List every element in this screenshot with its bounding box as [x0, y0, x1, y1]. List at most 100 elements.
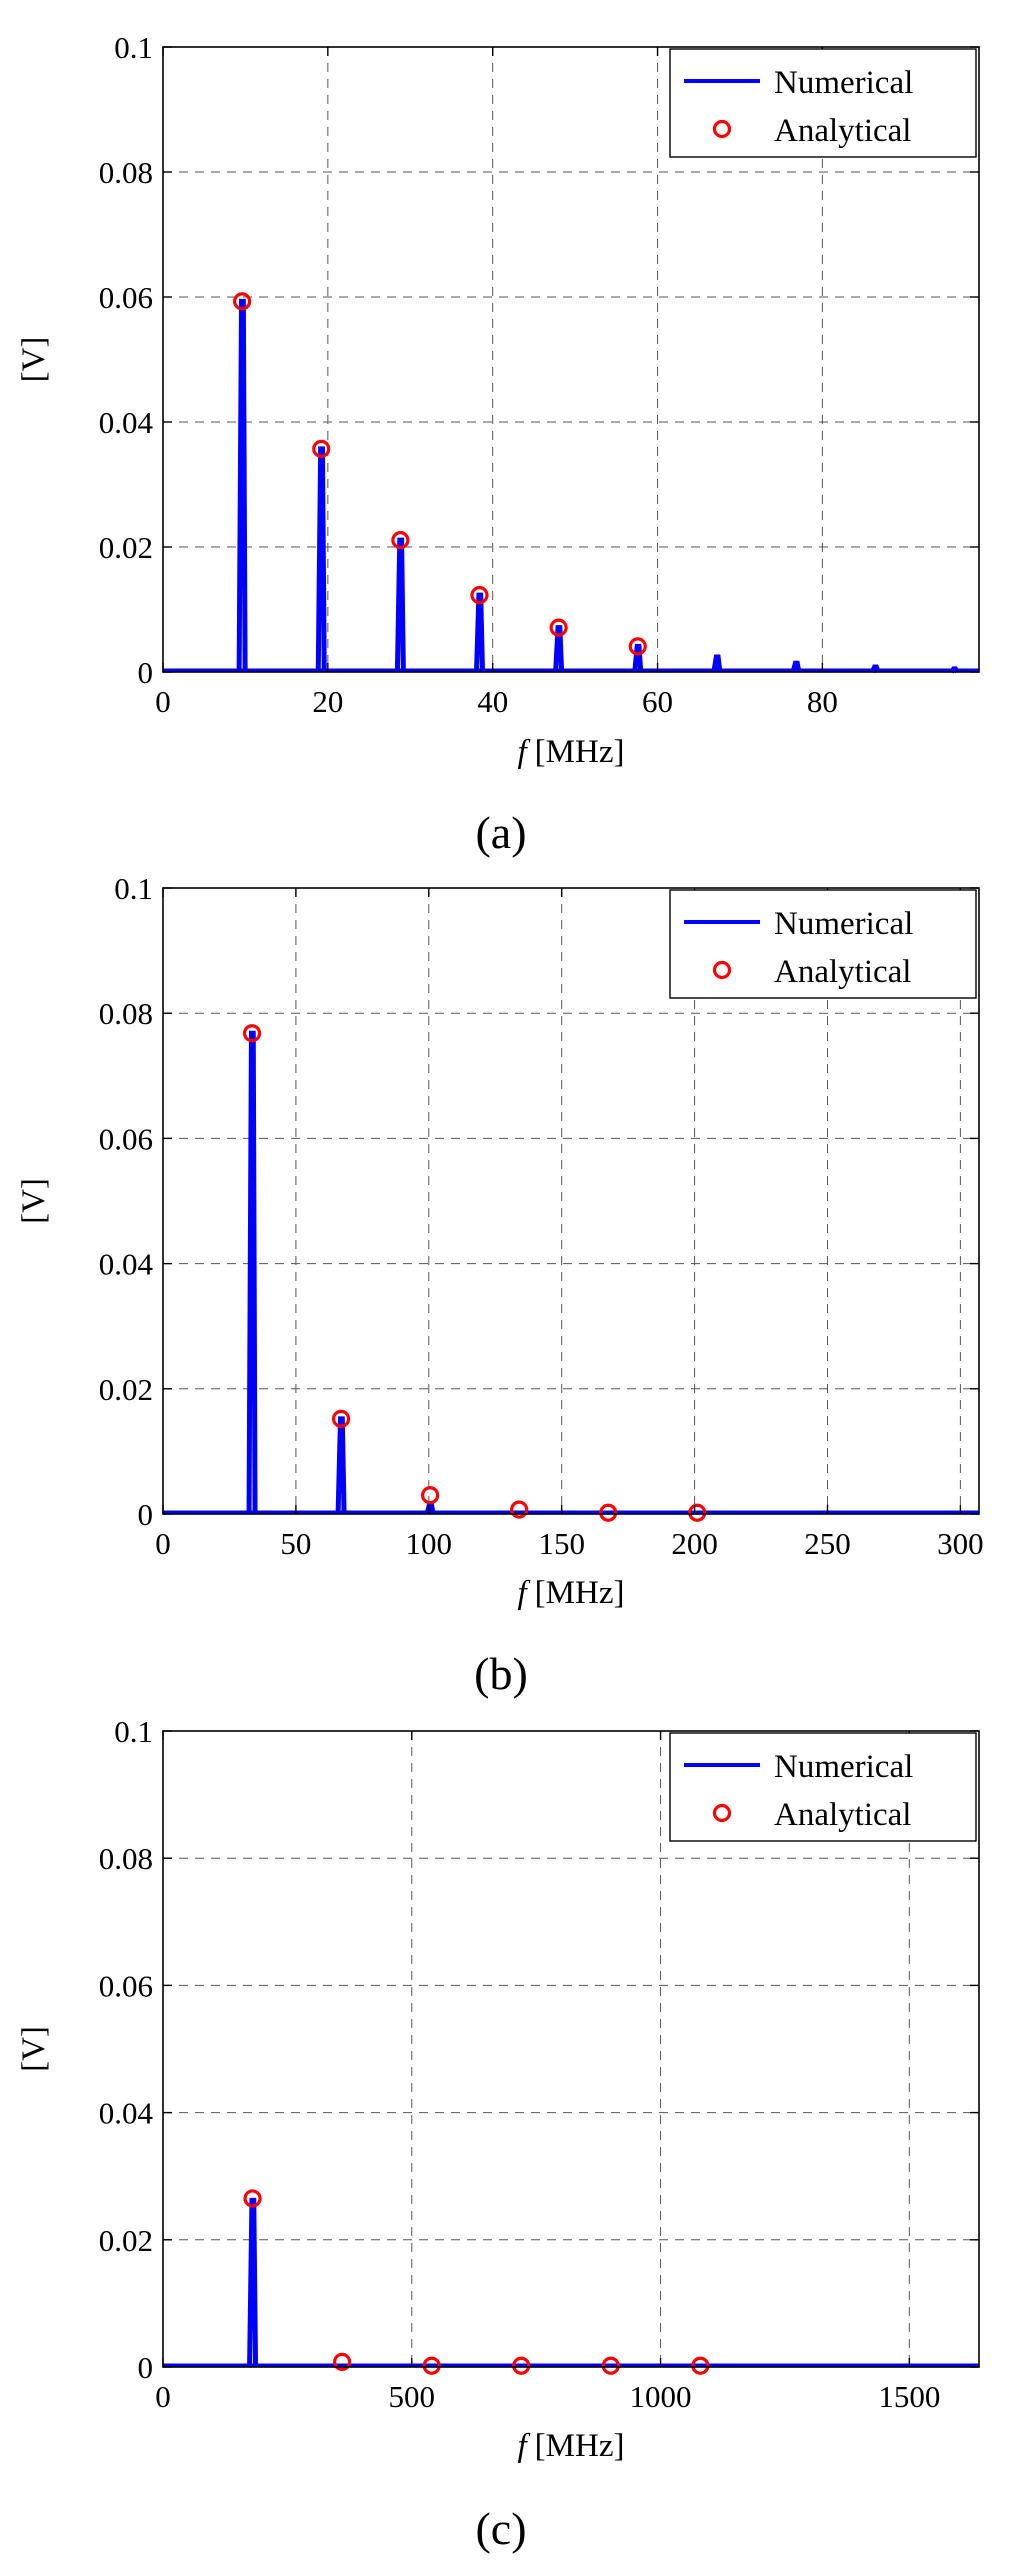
analytical-marker [331, 1409, 351, 1428]
numerical-spike [790, 660, 802, 673]
numerical-spike [246, 1030, 258, 1515]
x-axis-label-unit: [MHz] [535, 2428, 625, 2464]
y-axis-label: [V] [16, 337, 52, 383]
analytical-marker [312, 439, 331, 458]
numerical-spike [394, 537, 406, 673]
analytical-marker [510, 1500, 529, 1519]
panel-caption: (b) [474, 1648, 528, 1699]
axes-frame [162, 887, 980, 1515]
y-tick-label: 0 [138, 1497, 154, 1532]
x-axis-label: f [MHz] [518, 1575, 625, 1611]
y-tick-label: 0.1 [114, 871, 153, 906]
x-tick-label: 0 [155, 2379, 171, 2414]
legend-analytical-label: Analytical [774, 1797, 911, 1833]
y-tick-label: 0.02 [99, 2223, 153, 2258]
numerical-spike [247, 2197, 259, 2368]
numerical-spike [632, 643, 644, 673]
y-tick-label: 0.1 [114, 1714, 153, 1749]
numerical-spike [335, 1416, 347, 1515]
x-tick-label: 250 [804, 1526, 851, 1561]
analytical-marker [691, 2356, 710, 2375]
analytical-marker [512, 2356, 531, 2375]
x-tick-label: 50 [280, 1526, 311, 1561]
analytical-marker [243, 2189, 262, 2208]
legend-analytical-label: Analytical [774, 954, 911, 990]
analytical-marker [628, 637, 647, 656]
y-tick-label: 0.1 [114, 30, 153, 65]
x-axis-label-symbol: f [518, 1575, 531, 1611]
y-tick-label: 0.02 [99, 1372, 153, 1407]
chart-panel-3: 0 500 1000 1500 0 0.02 0.04 0.06 0.08 0.1 f [MHz] [V… [16, 1714, 980, 2464]
analytical-marker [601, 2356, 620, 2375]
y-tick-label: 0.04 [99, 2096, 154, 2131]
x-tick-label: 0 [155, 684, 171, 719]
legend: Numerical Analytical [669, 889, 977, 999]
y-tick-label: 0 [138, 2350, 154, 2385]
legend-numerical-label: Numerical [774, 1749, 913, 1785]
x-tick-label: 40 [477, 684, 508, 719]
analytical-marker [242, 1024, 262, 1043]
x-tick-label: 100 [406, 1526, 453, 1561]
x-tick-label: 60 [642, 684, 673, 719]
x-axis-label: f [MHz] [518, 734, 625, 770]
numerical-spike [553, 625, 565, 673]
y-tick-label: 0.06 [99, 280, 153, 315]
x-tick-label: 200 [671, 1526, 718, 1561]
chart-panel-2: 0 50 100 150 200 250 30000.020.040.060.080.1f[… [16, 871, 984, 1611]
x-tick-label: 1000 [630, 2379, 692, 2414]
legend: Numerical Analytical [669, 1732, 977, 1842]
legend-box [669, 889, 977, 999]
legend-numerical-label: Numerical [774, 65, 913, 101]
x-axis-label-symbol: f [518, 734, 531, 770]
x-axis-label: f [MHz] [518, 2428, 625, 2464]
analytical-marker [333, 2352, 352, 2372]
analytical-marker [688, 1503, 707, 1522]
x-tick-label: 500 [389, 2379, 436, 2414]
numerical-spike [474, 592, 486, 673]
y-tick-label: 0.06 [99, 1121, 153, 1156]
legend-analytical-swatch [712, 119, 732, 139]
x-axis-label-unit: [MHz] [535, 734, 625, 770]
numerical-spike [711, 654, 723, 673]
analytical-marker [421, 1486, 440, 1505]
y-tick-label: 0.04 [99, 1247, 154, 1282]
chart-panel-1: 0 20 40 60 80 0 0.02 0.04 0.06 0.08 0.1 f [MHz] [V] Nu… [16, 30, 980, 770]
y-tick-label: 0.08 [99, 1841, 153, 1876]
legend-box [669, 1732, 977, 1842]
panel-caption: (a) [475, 807, 526, 858]
y-tick-label: 0.08 [99, 155, 153, 190]
y-axis-label: [V] [16, 1178, 52, 1224]
legend-box [669, 48, 977, 158]
analytical-marker [391, 531, 410, 550]
x-tick-label: 20 [312, 684, 343, 719]
y-tick-label: 0.06 [99, 1968, 153, 2003]
x-tick-label: 80 [807, 684, 838, 719]
analytical-marker [599, 1503, 618, 1522]
analytical-marker [470, 586, 489, 605]
legend-numerical-label: Numerical [774, 906, 913, 942]
y-axis-label: [V] [16, 2026, 52, 2072]
legend-analytical-swatch [712, 1803, 732, 1823]
x-tick-label: 300 [937, 1526, 984, 1561]
numerical-spike [315, 446, 327, 673]
analytical-marker [549, 618, 568, 637]
x-axis-label-unit: [MHz] [535, 1575, 625, 1611]
legend-analytical-swatch [712, 960, 732, 980]
axes-frame [162, 1730, 980, 2368]
x-tick-label: 1500 [878, 2379, 940, 2414]
y-tick-label: 0.08 [99, 996, 153, 1031]
y-tick-label: 0.02 [99, 530, 153, 565]
numerical-spike [236, 298, 248, 673]
x-axis-label-symbol: f [518, 2428, 531, 2464]
x-tick-label: 150 [538, 1526, 585, 1561]
analytical-marker [233, 292, 252, 311]
x-tick-label: 0 [155, 1526, 171, 1561]
axes-frame [162, 46, 980, 673]
legend-analytical-label: Analytical [774, 113, 911, 149]
y-tick-label: 0 [138, 655, 154, 690]
panel-caption: (c) [475, 2503, 526, 2554]
y-tick-label: 0.04 [99, 405, 154, 440]
analytical-marker [422, 2356, 441, 2375]
legend: Numerical Analytical [669, 48, 977, 158]
